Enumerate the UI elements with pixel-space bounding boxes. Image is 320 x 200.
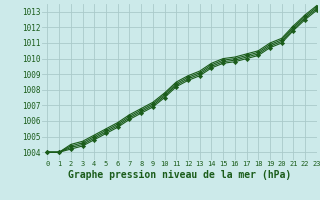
X-axis label: Graphe pression niveau de la mer (hPa): Graphe pression niveau de la mer (hPa) xyxy=(68,170,291,180)
